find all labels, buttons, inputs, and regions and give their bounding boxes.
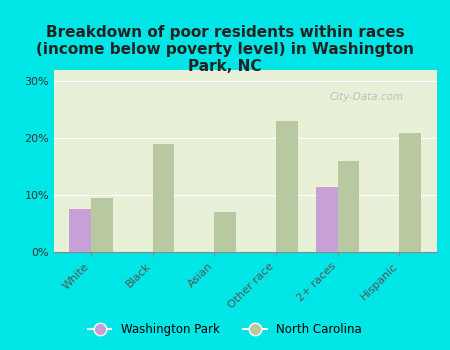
Text: City-Data.com: City-Data.com bbox=[329, 92, 404, 102]
Bar bbox=[316, 187, 338, 252]
Bar bbox=[214, 212, 236, 252]
Bar bbox=[153, 144, 174, 252]
Legend: Washington Park, North Carolina: Washington Park, North Carolina bbox=[83, 318, 367, 341]
Bar bbox=[400, 133, 421, 252]
Bar bbox=[69, 209, 91, 252]
Bar bbox=[91, 198, 112, 252]
Text: Breakdown of poor residents within races
(income below poverty level) in Washing: Breakdown of poor residents within races… bbox=[36, 25, 414, 74]
Bar bbox=[338, 161, 360, 252]
Bar bbox=[276, 121, 298, 252]
